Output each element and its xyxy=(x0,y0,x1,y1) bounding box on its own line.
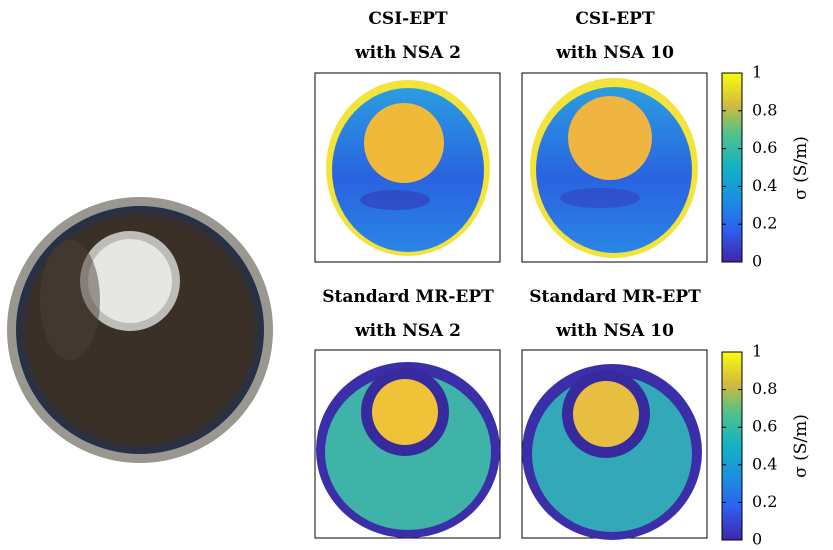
colorbar xyxy=(721,72,743,263)
conductivity-map xyxy=(314,349,501,539)
phantom-photo xyxy=(7,197,273,463)
panel-title: with NSA 2 xyxy=(354,321,461,341)
tick-label: 0.8 xyxy=(752,379,777,398)
colorbar xyxy=(721,351,743,541)
tick-label: 0.6 xyxy=(752,417,777,436)
tick-label: 1 xyxy=(752,342,762,361)
conductivity-map xyxy=(314,72,501,263)
conductivity-map xyxy=(521,72,708,263)
conductivity-map xyxy=(521,349,708,540)
panel-title: with NSA 10 xyxy=(555,43,674,63)
panel-title: Standard MR-EPT xyxy=(529,287,701,307)
panel-title: Standard MR-EPT xyxy=(322,287,494,307)
panel-title: with NSA 10 xyxy=(555,321,674,341)
panel-title: CSI-EPT xyxy=(368,9,448,29)
colorbar-label: σ (S/m) xyxy=(791,136,811,200)
panel-title: CSI-EPT xyxy=(575,9,655,29)
tick-label: 0.2 xyxy=(752,214,777,233)
tick-label: 0 xyxy=(752,252,762,271)
tick-label: 0.6 xyxy=(752,138,777,157)
tick-label: 1 xyxy=(752,63,762,82)
tick-label: 0.4 xyxy=(752,176,777,195)
colorbar-label: σ (S/m) xyxy=(791,414,811,478)
tick-label: 0 xyxy=(752,530,762,549)
tick-label: 0.4 xyxy=(752,454,777,473)
tick-label: 0.8 xyxy=(752,100,777,119)
panel-title: with NSA 2 xyxy=(354,43,461,63)
tick-label: 0.2 xyxy=(752,492,777,511)
